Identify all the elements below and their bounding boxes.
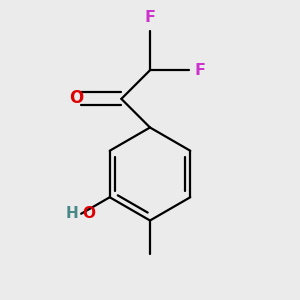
- Text: F: F: [194, 63, 206, 78]
- Text: H: H: [65, 206, 78, 220]
- Text: F: F: [145, 10, 155, 25]
- Text: O: O: [82, 206, 95, 220]
- Text: O: O: [69, 89, 83, 107]
